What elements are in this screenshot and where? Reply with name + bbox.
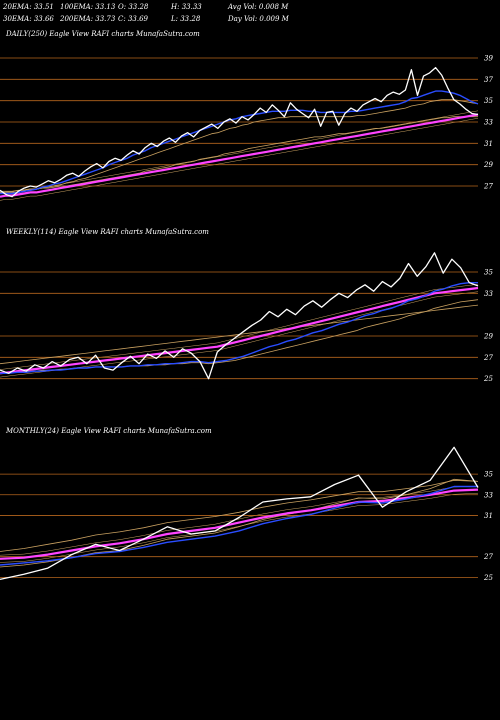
monthly-ema-band-1 <box>0 485 479 556</box>
header-dayvol: Day Vol: 0.009 M <box>228 15 289 23</box>
header-open: O: 33.28 <box>118 3 149 11</box>
header-close: C: 33.69 <box>118 15 148 23</box>
weekly-y-tick-label: 33 <box>484 290 493 298</box>
weekly-ema20-line <box>0 282 478 375</box>
daily-price-line <box>0 66 479 198</box>
monthly-y-tick-label: 31 <box>484 512 493 520</box>
daily-y-tick-label: 35 <box>484 97 493 105</box>
header-ema20: 20EMA: 33.51 <box>3 3 54 11</box>
header-ema30: 30EMA: 33.66 <box>3 15 54 23</box>
monthly-y-tick-label: 27 <box>483 553 493 561</box>
header-low: L: 33.28 <box>171 15 201 23</box>
monthly-panel-title: MONTHLY(24) Eagle View RAFI charts Munaf… <box>6 427 212 435</box>
header-ema200: 200EMA: 33.73 <box>60 15 116 23</box>
daily-y-tick-label: 39 <box>484 55 493 63</box>
daily-y-tick-label: 29 <box>483 161 493 169</box>
weekly-panel-title: WEEKLY(114) Eagle View RAFI charts Munaf… <box>6 228 209 236</box>
monthly-y-tick-label: 33 <box>484 491 493 499</box>
monthly-ema100-line <box>0 479 479 552</box>
daily-ema-band-1 <box>0 110 479 194</box>
header-high: H: 33.33 <box>171 3 202 11</box>
monthly-y-tick-label: 35 <box>484 471 493 479</box>
daily-y-tick-label: 33 <box>484 119 493 127</box>
weekly-price-line <box>0 252 479 380</box>
weekly-y-tick-label: 27 <box>483 354 493 362</box>
weekly-ema200-line <box>0 286 479 375</box>
daily-y-tick-label: 31 <box>484 140 493 148</box>
monthly-ema-band-0 <box>0 492 479 563</box>
weekly-y-tick-label: 25 <box>483 375 493 383</box>
monthly-ema20-line <box>0 485 478 566</box>
weekly-y-tick-label: 29 <box>483 333 493 341</box>
header-avgvol: Avg Vol: 0.008 M <box>228 3 289 11</box>
daily-ema30-line <box>0 99 479 193</box>
weekly-ema-band-1 <box>0 284 479 370</box>
daily-chart: 39 37 35 33 31 29 27 <box>0 55 493 201</box>
monthly-ema200-line <box>0 488 479 560</box>
weekly-chart: 35 33 29 27 25 <box>0 252 493 383</box>
daily-ema20-line <box>0 90 479 195</box>
daily-ema-band-0 <box>0 118 479 201</box>
daily-y-tick-label: 27 <box>483 183 493 191</box>
daily-y-tick-label: 37 <box>484 76 493 84</box>
monthly-y-tick-label: 25 <box>483 574 493 582</box>
monthly-chart: 35 33 31 27 25 <box>0 446 493 582</box>
daily-panel-title: DAILY(250) Eagle View RAFI charts Munafa… <box>6 30 200 38</box>
monthly-price-line <box>0 446 479 581</box>
header-ema100: 100EMA: 33.13 <box>60 3 116 11</box>
daily-ema200-line <box>0 113 479 198</box>
weekly-y-tick-label: 35 <box>484 269 493 277</box>
